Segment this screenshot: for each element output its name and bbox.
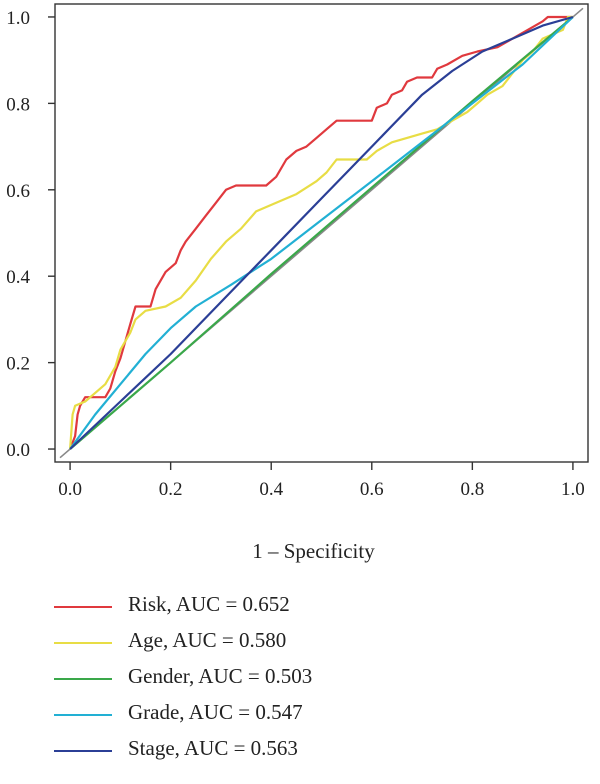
legend-swatch: [54, 678, 112, 680]
legend-item: Risk, AUC = 0.652: [40, 588, 560, 624]
legend-label: Risk, AUC = 0.652: [128, 592, 290, 616]
legend-swatch: [54, 606, 112, 608]
x-axis: 0.0 0.2 0.4 0.6 0.8 1.0: [58, 462, 585, 500]
series-layer: [69, 15, 574, 450]
series-line-4: [69, 15, 574, 450]
y-tick-label: 0.4: [6, 267, 30, 288]
y-tick-label: 0.8: [6, 94, 30, 115]
x-tick-label: 1.0: [561, 479, 585, 500]
y-tick-label: 1.0: [6, 8, 30, 29]
x-tick-label: 0.0: [58, 479, 82, 500]
y-axis: 0.0 0.2 0.4 0.6 0.8 1.0: [6, 8, 55, 461]
x-axis-title: 1 – Specificity: [252, 539, 375, 563]
legend-swatch: [54, 714, 112, 716]
x-tick-label: 0.6: [360, 479, 384, 500]
legend-swatch: [54, 642, 112, 644]
legend-label: Age, AUC = 0.580: [128, 628, 287, 652]
legend-item: Gender, AUC = 0.503: [40, 660, 560, 696]
roc-chart: 0.0 0.2 0.4 0.6 0.8 1.0 0.0 0.2 0.4 0.6 0.8 1.0 1 …: [6, 3, 589, 563]
legend-swatch: [54, 750, 112, 752]
series-line-0: [69, 15, 573, 450]
y-tick-label: 0.6: [6, 181, 30, 202]
x-tick-label: 0.2: [159, 479, 183, 500]
legend-label: Stage, AUC = 0.563: [128, 736, 298, 760]
legend: Risk, AUC = 0.652 Age, AUC = 0.580 Gender,…: [40, 588, 560, 768]
plot-frame: [54, 3, 589, 463]
x-tick-label: 0.4: [259, 479, 283, 500]
y-tick-label: 0.0: [6, 440, 30, 461]
legend-label: Grade, AUC = 0.547: [128, 700, 303, 724]
legend-item: Stage, AUC = 0.563: [40, 732, 560, 768]
legend-item: Age, AUC = 0.580: [40, 624, 560, 660]
y-tick-label: 0.2: [6, 354, 30, 375]
legend-label: Gender, AUC = 0.503: [128, 664, 313, 688]
x-tick-label: 0.8: [460, 479, 484, 500]
legend-item: Grade, AUC = 0.547: [40, 696, 560, 732]
series-line-2: [69, 16, 574, 450]
